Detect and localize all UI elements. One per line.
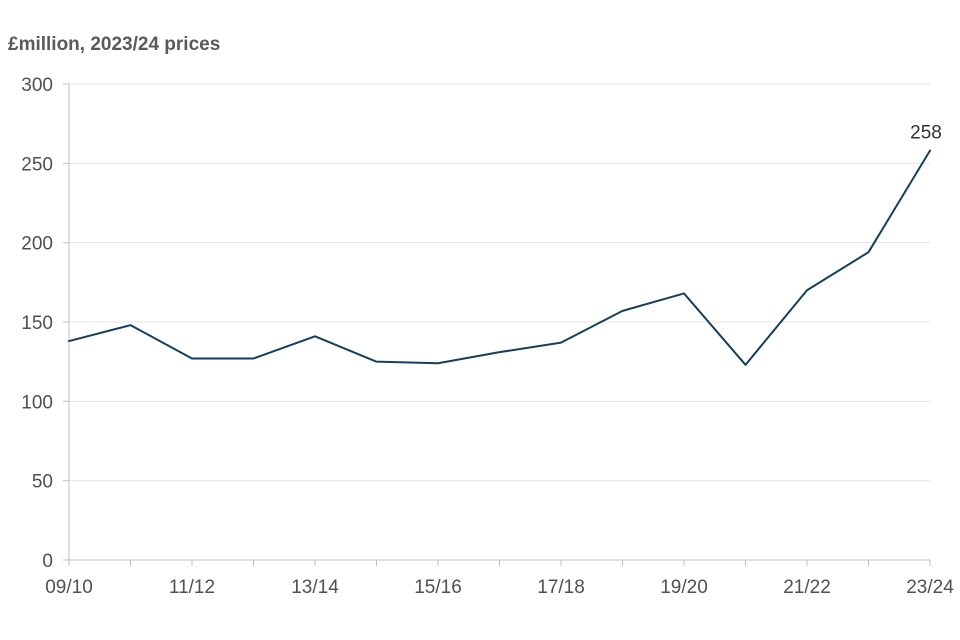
- series-line: [68, 149, 931, 366]
- x-tick-label: 11/12: [169, 577, 215, 598]
- y-tick-label: 150: [21, 313, 53, 334]
- x-tick-label: 15/16: [414, 577, 462, 598]
- y-tick-label: 100: [21, 392, 53, 413]
- x-tick-label: 13/14: [291, 577, 339, 598]
- x-tick-label: 21/22: [783, 577, 831, 598]
- unit-label: £million, 2023/24 prices: [8, 34, 221, 55]
- x-tick-label: 19/20: [660, 577, 708, 598]
- y-tick-label: 50: [32, 472, 53, 493]
- y-tick-label: 300: [21, 75, 53, 96]
- y-axis: 0 50 100 150 200 250 300: [21, 75, 70, 572]
- data-label: 258: [910, 123, 942, 144]
- y-tick-label: 250: [21, 154, 53, 175]
- y-tick-label: 200: [21, 234, 53, 255]
- x-tick-label: 17/18: [537, 577, 585, 598]
- series-layer: [68, 149, 931, 366]
- y-tick-label: 0: [42, 551, 53, 572]
- x-tick-label: 09/10: [45, 577, 93, 598]
- x-tick-label: 23/24: [906, 577, 954, 598]
- annotations: 258: [910, 123, 942, 144]
- gridlines: [69, 83, 930, 482]
- x-axis: 09/10 11/12 13/14 15/16 17/18 19/20 21/22 23/24: [45, 559, 954, 598]
